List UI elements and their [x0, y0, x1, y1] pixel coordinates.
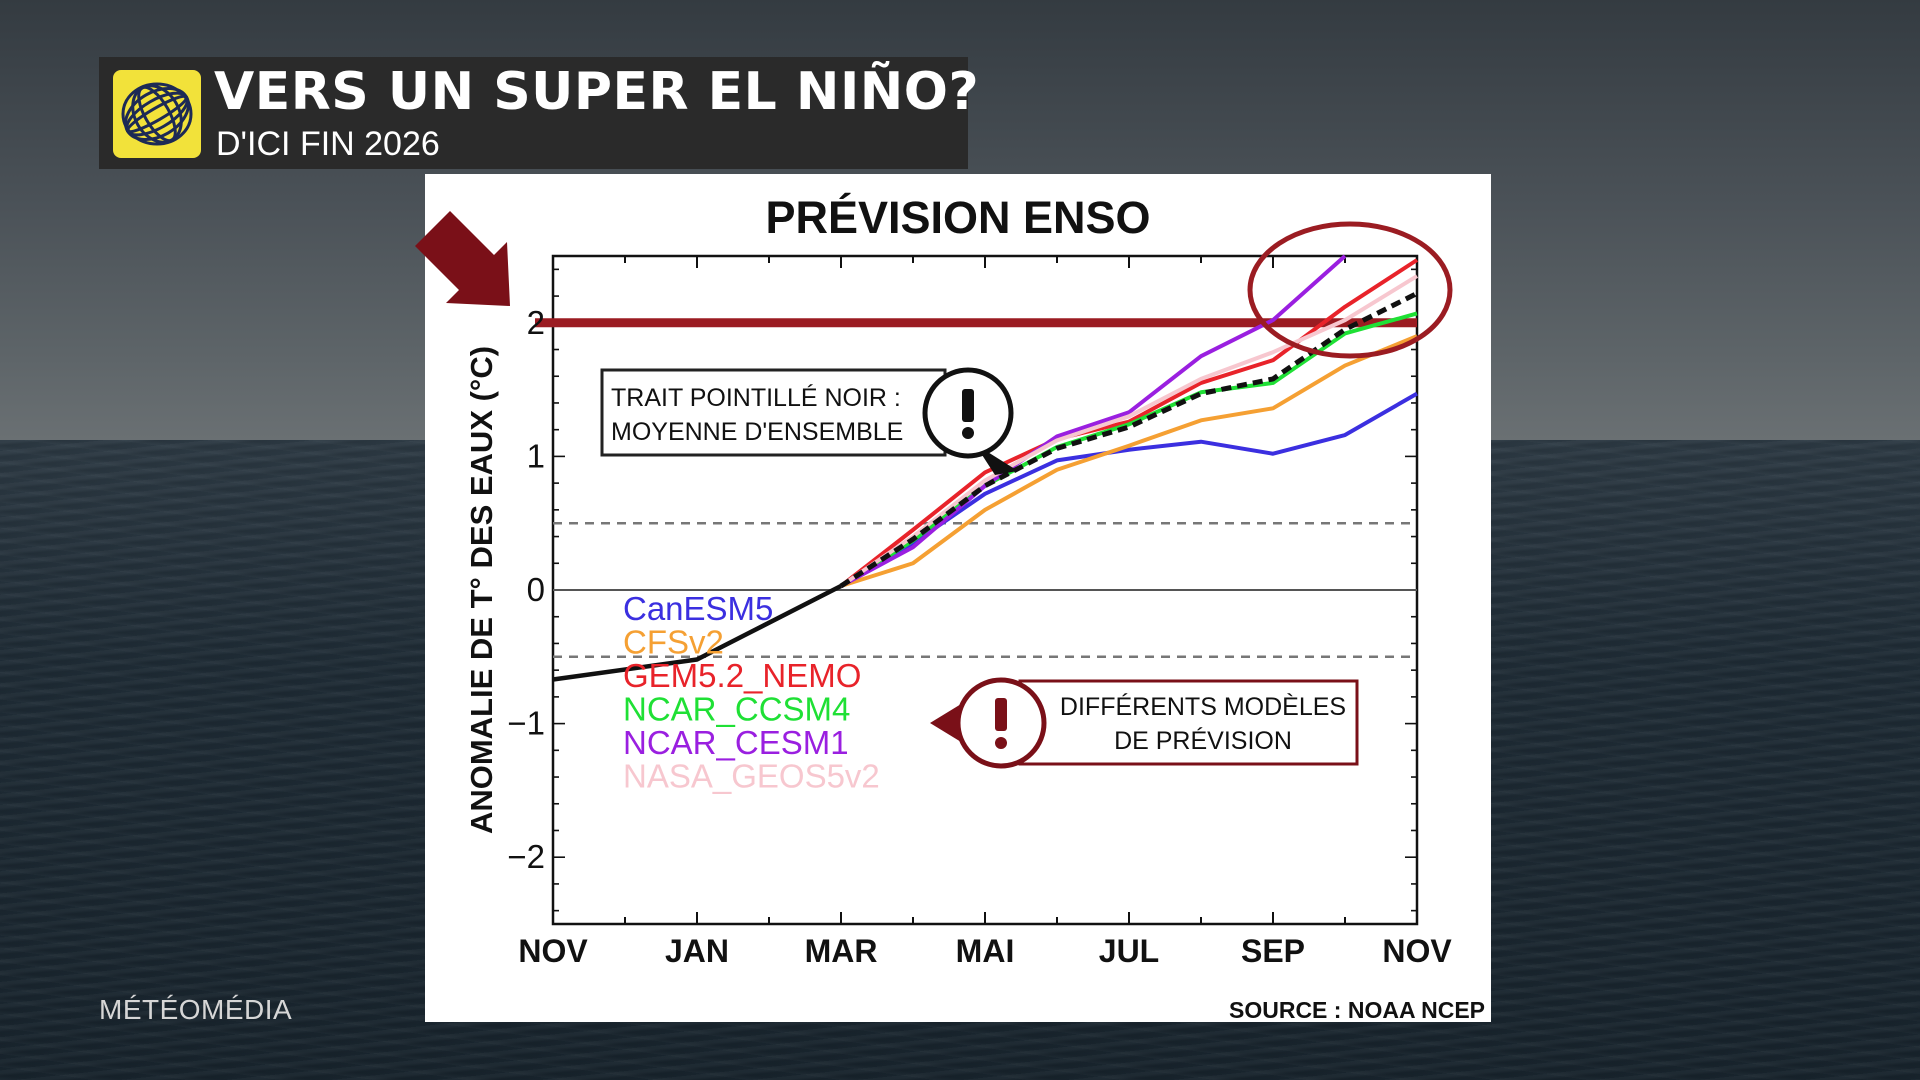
exclamation-icon	[962, 389, 974, 422]
logo	[113, 70, 201, 158]
callout-models: DIFFÉRENTS MODÈLES DE PRÉVISION	[930, 677, 1359, 769]
series-line-gem5.2_nemo	[839, 258, 1419, 588]
source-label: SOURCE : NOAA NCEP	[1229, 997, 1485, 1023]
chart-title: PRÉVISION ENSO	[765, 192, 1150, 243]
chart-panel	[425, 174, 1491, 1022]
x-tick-label: JUL	[1099, 933, 1159, 969]
legend-entry-ncar_ccsm4: NCAR_CCSM4	[623, 691, 850, 728]
x-tick-label: JAN	[665, 933, 729, 969]
exclamation-icon	[995, 698, 1007, 731]
callout-models-line1: DIFFÉRENTS MODÈLES	[1060, 692, 1346, 721]
legend-entry-cfsv2: CFSv2	[623, 624, 724, 661]
title-banner	[99, 57, 968, 169]
y-axis-label: ANOMALIE DE T° DES EAUX (°C)	[464, 346, 499, 834]
callout-ensemble-mean-line1: TRAIT POINTILLÉ NOIR :	[611, 383, 901, 412]
x-tick-label: NOV	[518, 933, 588, 969]
x-tick-label: MAI	[956, 933, 1015, 969]
y-tick-label: −1	[507, 705, 545, 742]
x-tick-label: MAR	[805, 933, 878, 969]
series-line-nasa_geos5v2	[839, 274, 1419, 588]
observed-line	[552, 583, 843, 682]
callout-models-line2: DE PRÉVISION	[1114, 726, 1292, 755]
y-tick-label: 2	[527, 304, 545, 341]
x-tick-label: SEP	[1241, 933, 1305, 969]
legend-entry-gem5.2_nemo: GEM5.2_NEMO	[623, 657, 861, 694]
highlight-ellipse	[1247, 221, 1453, 359]
series-line-cfsv2	[840, 334, 1418, 588]
callout-ensemble-mean-line2: MOYENNE D'ENSEMBLE	[611, 418, 903, 446]
series-line-ncar_cesm1	[840, 254, 1347, 588]
brand-watermark: MÉTÉOMÉDIA	[99, 994, 293, 1025]
globe-logo-icon	[121, 82, 193, 146]
callout-ensemble-mean: TRAIT POINTILLÉ NOIR : MOYENNE D'ENSEMBL…	[600, 367, 1018, 475]
page-title: VERS UN SUPER EL NIÑO?	[214, 62, 980, 122]
tick-labels: −2 −1 0 1 2 NOV JAN MAR MAI JUL SEP NOV	[507, 304, 1452, 969]
page-subtitle: D'ICI FIN 2026	[216, 125, 440, 163]
y-tick-label: 0	[527, 571, 545, 608]
x-tick-label: NOV	[1382, 933, 1452, 969]
series-lines	[552, 254, 1419, 682]
ensemble-mean-line	[839, 291, 1419, 589]
legend: CanESM5CFSv2GEM5.2_NEMONCAR_CCSM4NCAR_CE…	[623, 590, 880, 795]
y-tick-label: −2	[507, 838, 545, 875]
legend-entry-ncar_cesm1: NCAR_CESM1	[623, 724, 849, 761]
y-tick-label: 1	[527, 437, 545, 474]
legend-entry-nasa_geos5v2: NASA_GEOS5v2	[623, 758, 880, 795]
red-arrow-icon	[415, 211, 510, 306]
legend-entry-canesm5: CanESM5	[623, 590, 773, 627]
